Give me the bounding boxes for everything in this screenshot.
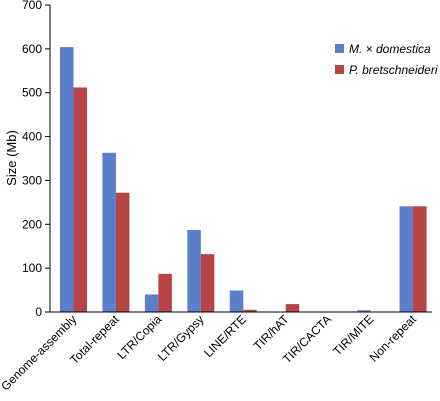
y-axis-ticks: 0 100 200 300 400 500 600 700 bbox=[22, 0, 50, 319]
y-tick-label: 200 bbox=[22, 217, 42, 231]
bar-series1-tir-mite bbox=[357, 310, 371, 312]
y-tick-label: 700 bbox=[22, 0, 42, 12]
y-tick-label: 400 bbox=[22, 130, 42, 144]
x-tick-label: TIR/hAT bbox=[251, 312, 292, 353]
y-tick-label: 600 bbox=[22, 42, 42, 56]
x-axis-tick-labels: Genome-assemblyTotal-repeatLTR/CopiaLTR/… bbox=[0, 312, 419, 394]
bar-series2-tir-hat bbox=[285, 304, 300, 312]
y-tick-label: 0 bbox=[35, 305, 42, 319]
bars bbox=[60, 47, 427, 313]
bar-series2-line-rte bbox=[243, 309, 257, 312]
y-tick-label: 300 bbox=[22, 173, 42, 187]
bar-series1-total-repeat bbox=[102, 152, 116, 312]
bar-series2-ltr-gypsy bbox=[200, 254, 215, 312]
bar-series1-line-rte bbox=[229, 290, 244, 312]
axes bbox=[49, 5, 432, 313]
y-tick-label: 500 bbox=[22, 86, 42, 100]
bar-series2-genome-assembly bbox=[73, 87, 87, 312]
legend-label: P. bretschneideri bbox=[349, 63, 438, 77]
bar-series2-non-repeat bbox=[413, 206, 427, 312]
x-tick-label: LINE/RTE bbox=[201, 312, 249, 360]
legend-swatch bbox=[335, 44, 344, 53]
legend-label: M. × domestica bbox=[349, 42, 431, 56]
y-tick-label: 100 bbox=[22, 261, 42, 275]
y-axis-title-group: Size (Mb) bbox=[4, 130, 19, 186]
bar-series1-ltr-gypsy bbox=[187, 229, 201, 312]
bar-series1-genome-assembly bbox=[60, 47, 74, 313]
x-tick-label: Non-repeat bbox=[367, 312, 420, 365]
legend-swatch bbox=[335, 65, 344, 74]
bar-series2-ltr-copia bbox=[158, 273, 172, 312]
bar-series2-total-repeat bbox=[115, 192, 130, 312]
legend: M. × domestica P. bretschneideri bbox=[335, 42, 438, 77]
x-tick-label: LTR/Gypsy bbox=[155, 312, 207, 364]
bar-series1-non-repeat bbox=[399, 206, 414, 312]
x-tick-label: Genome-assembly bbox=[0, 312, 79, 393]
bar-series1-ltr-copia bbox=[144, 294, 159, 312]
y-axis-title: Size (Mb) bbox=[4, 130, 19, 186]
